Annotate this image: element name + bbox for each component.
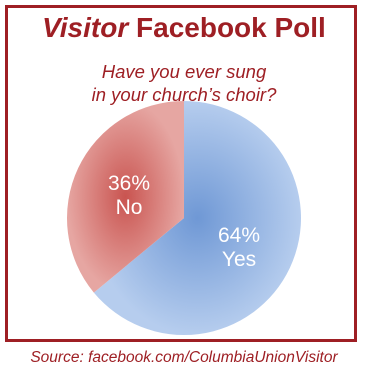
source-credit: Source: facebook.com/ColumbiaUnionVisito…: [30, 349, 338, 366]
poll-title: Visitor Facebook Poll: [0, 12, 368, 44]
pie-category-label-no: No: [116, 196, 143, 219]
pie-value-label-no: 36%: [108, 172, 150, 195]
poll-question-line-2: in your church’s choir?: [91, 84, 277, 105]
pie-value-label-yes: 64%: [218, 224, 260, 247]
poll-title-rest: Facebook Poll: [128, 12, 326, 43]
pie-slice-yes: [93, 101, 301, 335]
pie-slice-no: [66, 101, 184, 293]
poll-question: Have you ever sung in your church’s choi…: [0, 60, 368, 106]
pie-category-label-yes: Yes: [222, 248, 256, 271]
poll-question-line-1: Have you ever sung: [101, 61, 267, 82]
poll-title-emphasis: Visitor: [42, 12, 129, 43]
